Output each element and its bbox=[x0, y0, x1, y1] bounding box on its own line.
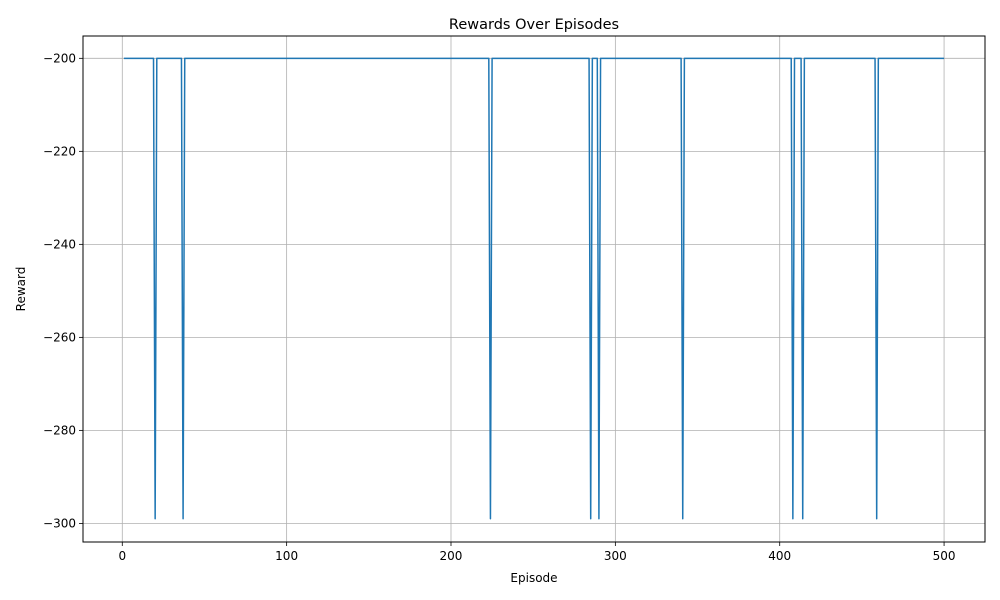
x-axis-label: Episode bbox=[510, 571, 557, 585]
x-tick-label: 0 bbox=[118, 549, 126, 563]
y-axis-ticks: −300 −280 −260 −240 −220 −200 bbox=[43, 51, 83, 530]
x-tick-label: 500 bbox=[933, 549, 956, 563]
series-group bbox=[123, 57, 945, 520]
y-tick-label: −280 bbox=[43, 423, 76, 437]
plot-frame bbox=[82, 35, 986, 543]
y-axis-label: Reward bbox=[14, 267, 28, 312]
x-tick-label: 400 bbox=[768, 549, 791, 563]
x-tick-label: 300 bbox=[604, 549, 627, 563]
y-tick-label: −240 bbox=[43, 237, 76, 251]
x-axis-ticks: 0 100 200 300 400 500 bbox=[118, 542, 956, 563]
x-tick-label: 200 bbox=[440, 549, 463, 563]
y-tick-label: −260 bbox=[43, 330, 76, 344]
chart-title: Rewards Over Episodes bbox=[449, 17, 619, 33]
y-tick-label: −300 bbox=[43, 516, 76, 530]
y-tick-label: −220 bbox=[43, 144, 76, 158]
y-tick-label: −200 bbox=[43, 51, 76, 65]
x-tick-label: 100 bbox=[275, 549, 298, 563]
series-line bbox=[123, 57, 945, 520]
